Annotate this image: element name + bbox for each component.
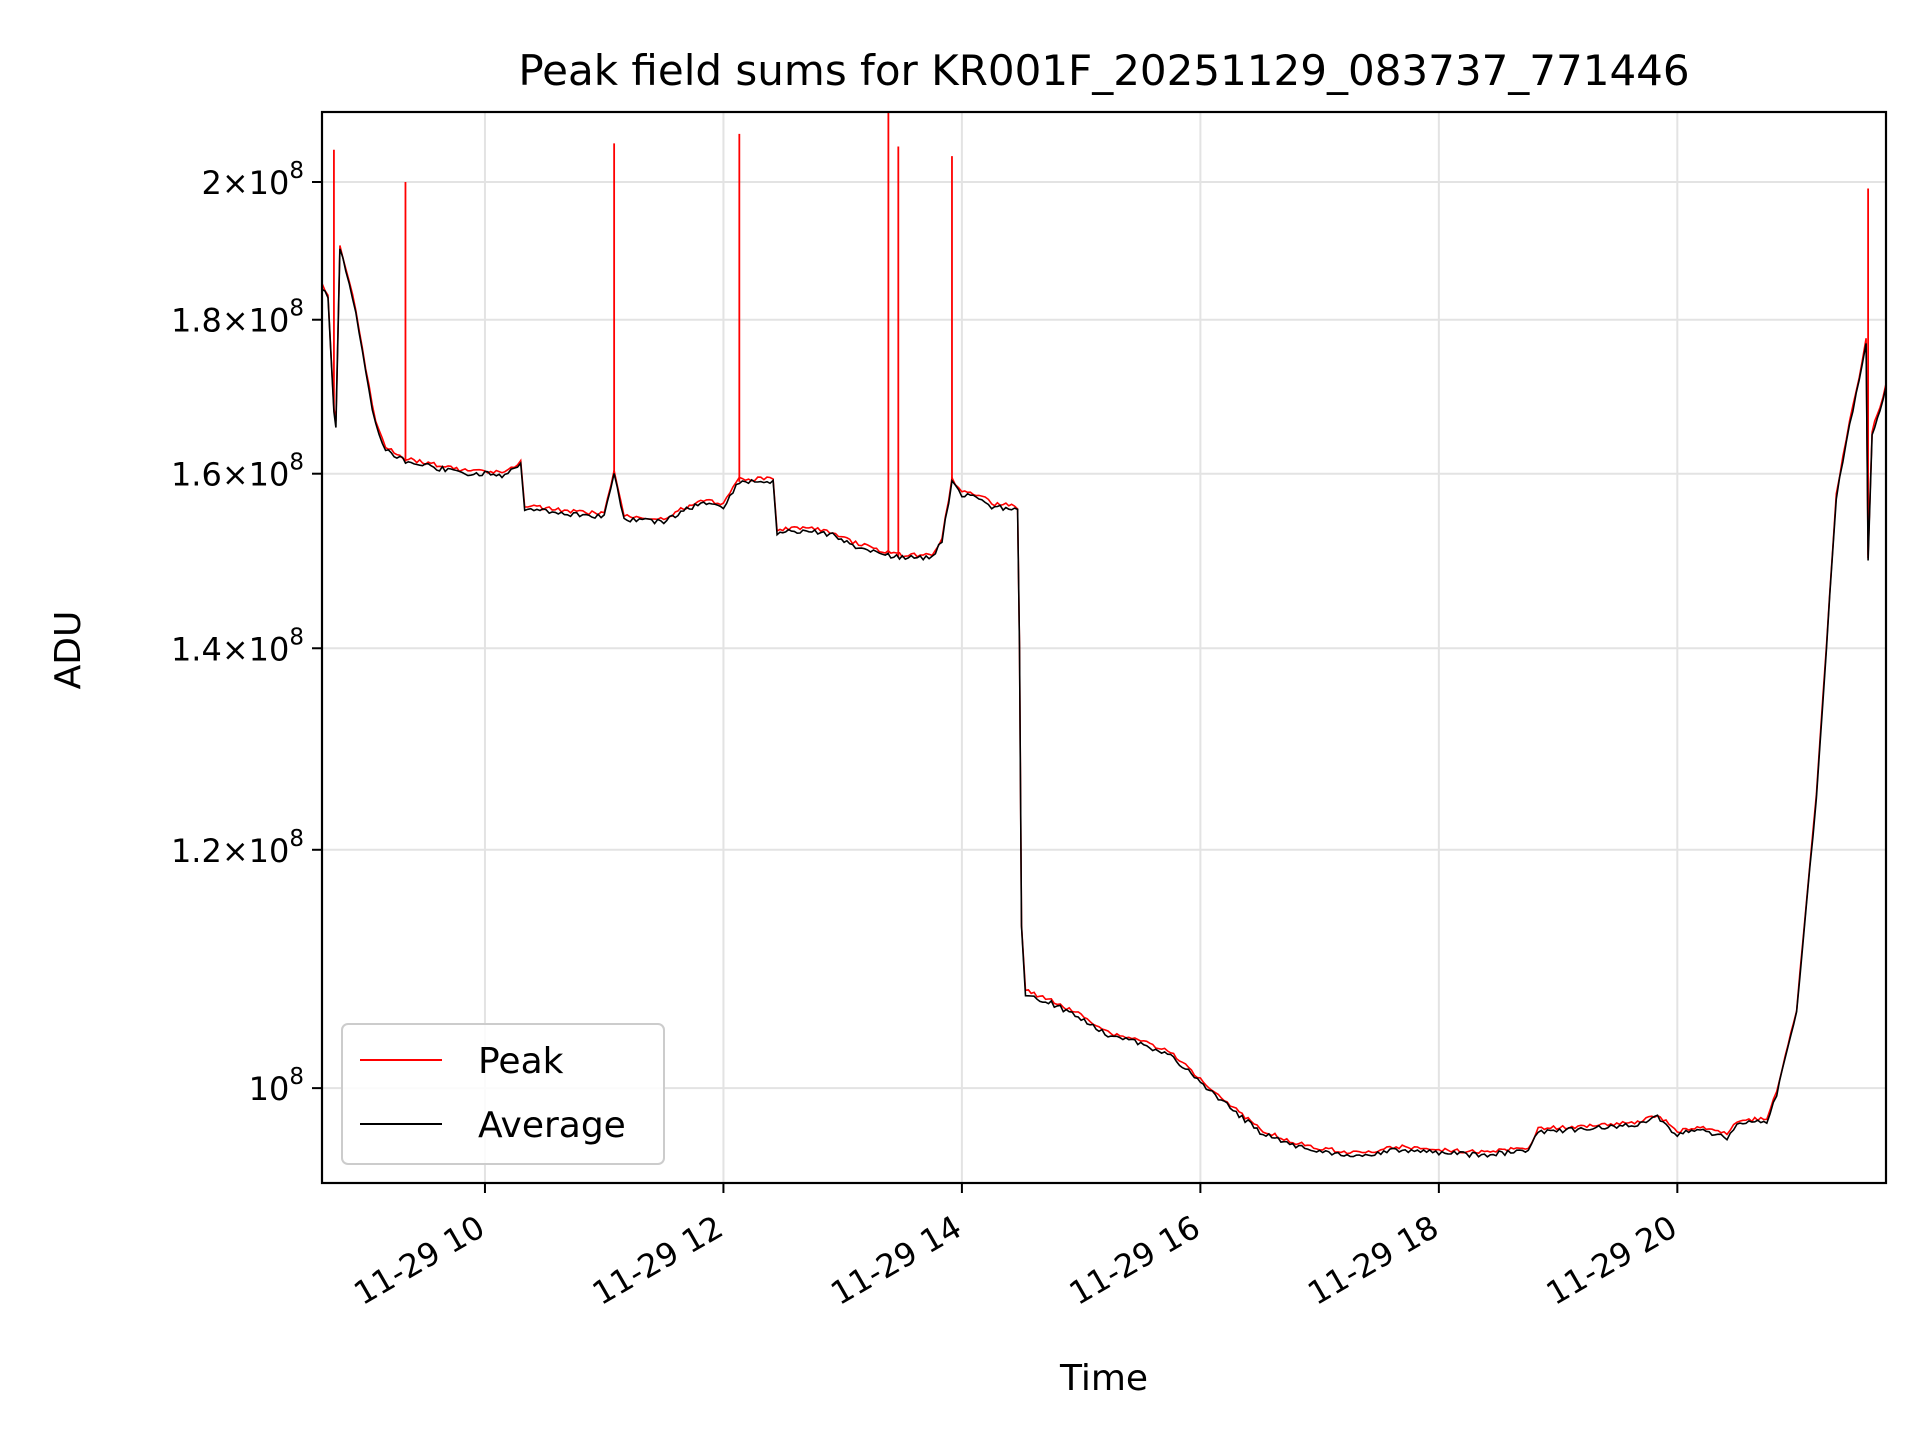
series-layer xyxy=(321,112,1887,1159)
series-average-line xyxy=(321,248,1887,1159)
x-axis-label: Time xyxy=(1059,1358,1148,1399)
legend: Peak Average xyxy=(341,1023,665,1165)
chart-title: Peak field sums for KR001F_20251129_0837… xyxy=(518,46,1689,95)
y-tick-label: 108 xyxy=(249,1064,304,1108)
y-tick-label: 1.2×108 xyxy=(171,826,304,870)
y-tick-label: 2×108 xyxy=(201,158,304,202)
y-tick-label: 1.4×108 xyxy=(171,624,304,668)
y-axis-label: ADU xyxy=(48,611,89,690)
series-peak-line xyxy=(321,245,1887,1155)
y-tick-label: 1.8×108 xyxy=(171,296,304,340)
y-tick-label: 1.6×108 xyxy=(171,450,304,494)
legend-entry: Peak xyxy=(478,1041,564,1082)
legend-entry: Average xyxy=(478,1105,626,1146)
